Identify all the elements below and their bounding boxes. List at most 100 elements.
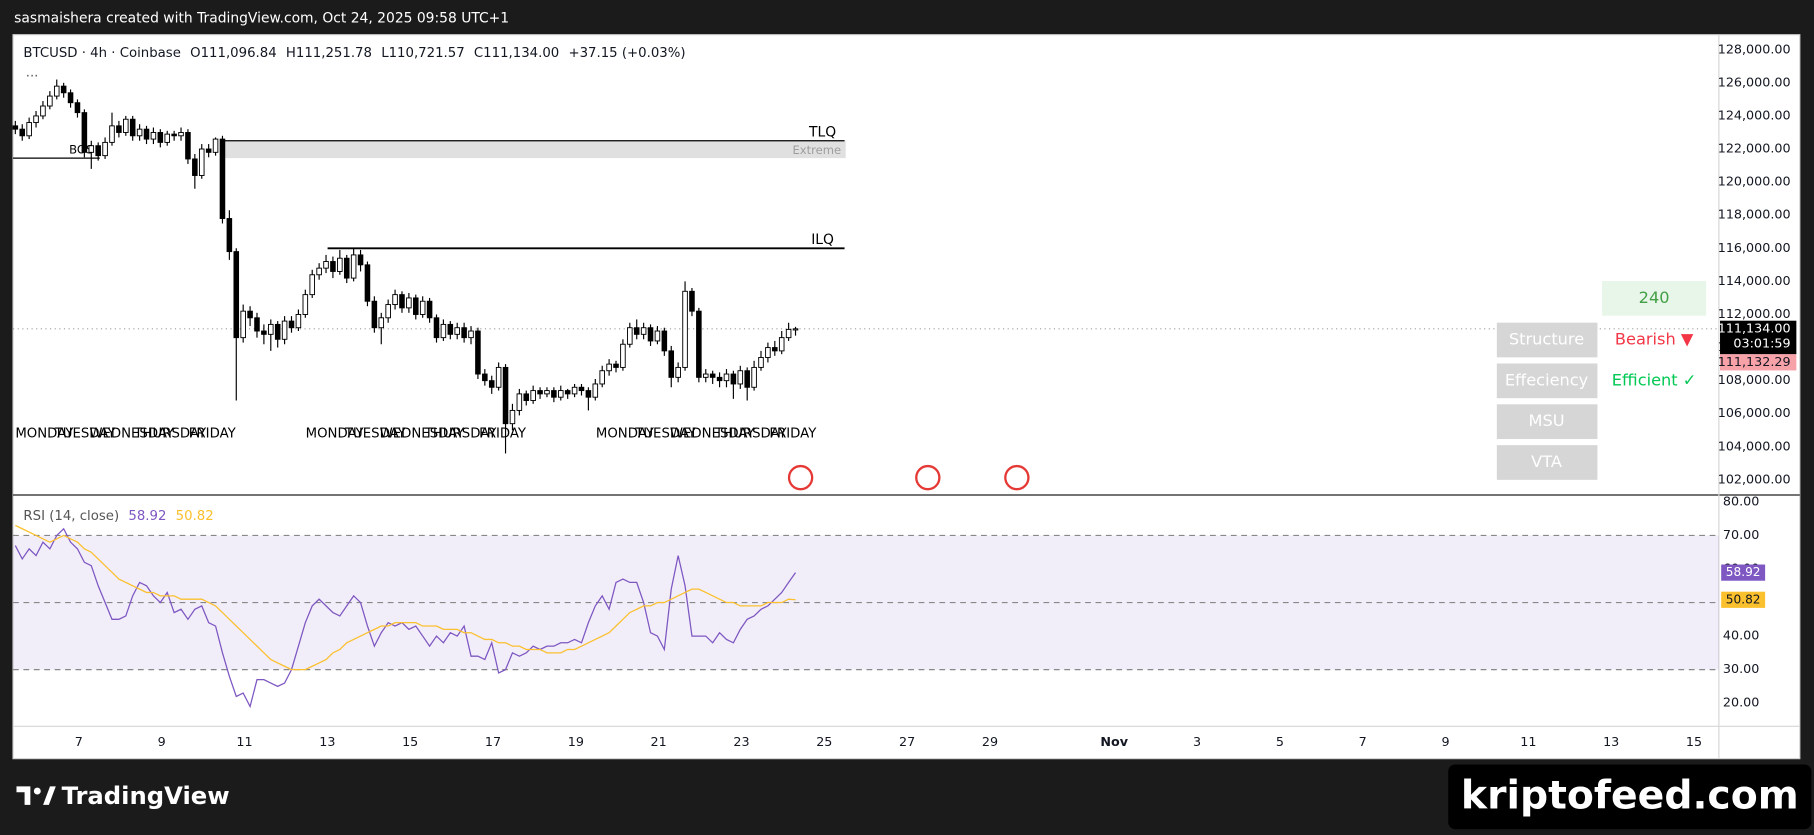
rsi-tick-label: 30.00 (1723, 661, 1759, 676)
candle-body (109, 125, 115, 143)
candle-body (288, 320, 295, 329)
candle-body (350, 254, 357, 279)
candle-body (744, 370, 750, 388)
ohlc-value: 110,721.57 (389, 46, 465, 61)
candle-body (633, 327, 640, 335)
rsi-line (15, 524, 796, 671)
candle-body (302, 294, 309, 315)
candle-body (357, 254, 364, 266)
rsi-axis-label: 58.92 (1726, 565, 1761, 579)
level-label: TLQ (808, 125, 836, 141)
candle-body (482, 373, 488, 382)
event-icon[interactable] (787, 464, 814, 491)
candle-body (530, 390, 536, 401)
candle-body (274, 323, 281, 340)
candle-body (164, 133, 171, 143)
weekday-label: FRIDAY (769, 427, 817, 442)
candle-body (419, 300, 426, 315)
x-tick-label: 11 (1520, 734, 1536, 749)
y-tick-label: 120,000.00 (1718, 174, 1791, 189)
change: +37.15 (+0.03%) (568, 46, 685, 61)
rsi-tick-label: 20.00 (1723, 695, 1759, 710)
candle-body (778, 337, 785, 352)
candle-body (323, 261, 329, 269)
candle-body (406, 297, 412, 309)
candle-body (364, 264, 371, 302)
candle-body (654, 330, 661, 342)
watermark: kriptofeed.com (1461, 773, 1799, 818)
y-tick-label: 128,000.00 (1718, 41, 1791, 56)
candle-body (226, 218, 233, 253)
candle-body (330, 261, 336, 272)
x-tick-label: 15 (402, 734, 418, 749)
candle-body (668, 350, 675, 378)
candle-body (723, 373, 730, 382)
weekday-label: MONDAY (596, 427, 655, 442)
candle-body (592, 383, 599, 398)
ohlc-value: 111,096.84 (201, 46, 277, 61)
candle-body (26, 122, 32, 137)
candle-body (198, 148, 205, 176)
timeframe: 240 (1639, 288, 1670, 307)
candle-body (772, 347, 778, 352)
candle-body (751, 366, 757, 388)
candle-body (440, 323, 447, 339)
weekday-label: THURSDAY (714, 427, 788, 442)
y-tick-label: 108,000.00 (1718, 372, 1791, 387)
candle-body (240, 310, 246, 339)
candle-body (53, 85, 60, 97)
candle-body (523, 393, 530, 401)
ohlc-key: O (190, 46, 200, 61)
candle-body (378, 317, 385, 329)
other-price-box (1720, 354, 1797, 371)
ohlc-key: L (381, 46, 389, 61)
event-icon[interactable] (915, 464, 941, 491)
other-price-label: 111,132.29 (1718, 354, 1791, 369)
rsi-tick-label: 80.00 (1723, 493, 1759, 508)
candle-body (509, 409, 516, 425)
x-tick-label: 13 (1603, 734, 1619, 749)
timeframe-box (1602, 281, 1707, 316)
symbol: BTCUSD · 4h · Coinbase (23, 46, 180, 61)
candle-body (178, 132, 184, 137)
countdown: 03:01:59 (1733, 335, 1790, 350)
candle-body (95, 145, 101, 157)
candle-body (599, 370, 605, 385)
panel-name: MSU (1529, 411, 1565, 430)
candle-body (205, 148, 212, 153)
weekday-label: THURSDAY (424, 427, 498, 442)
candle-body (709, 373, 716, 378)
candle-body (343, 257, 350, 279)
candle-body (716, 376, 723, 382)
candle-body (730, 373, 737, 385)
tradingview-logo: TradingView (16, 781, 230, 810)
candle-body (268, 323, 274, 335)
rsi-axis-box (1721, 591, 1766, 608)
candle-body (571, 386, 578, 395)
y-tick-label: 102,000.00 (1718, 471, 1791, 486)
weekday-label: TUESDAY (54, 427, 117, 442)
weekday-label: MONDAY (15, 427, 74, 442)
rsi-axis-label: 50.82 (1726, 592, 1761, 606)
candle-body (19, 128, 26, 137)
logo-slash (43, 786, 56, 805)
event-icon[interactable] (1004, 464, 1030, 491)
candle-body (47, 95, 53, 107)
rsi-line (14, 527, 797, 709)
last-price-label: 111,134.00 (1718, 320, 1791, 335)
candle-body (129, 118, 136, 137)
candle-body (675, 366, 681, 378)
candle-body (12, 125, 19, 130)
candle-body (40, 105, 46, 117)
candle-body (426, 300, 433, 319)
panel-cell (1496, 363, 1598, 399)
candle-body (433, 317, 440, 339)
rsi-legend-value: 58.92 (128, 509, 166, 524)
candle-body (785, 328, 792, 339)
candle-body (212, 138, 219, 153)
candle-body (585, 390, 592, 398)
x-tick-label: 27 (899, 734, 915, 749)
candle-body (475, 330, 481, 375)
y-tick-label: 114,000.00 (1718, 273, 1791, 288)
